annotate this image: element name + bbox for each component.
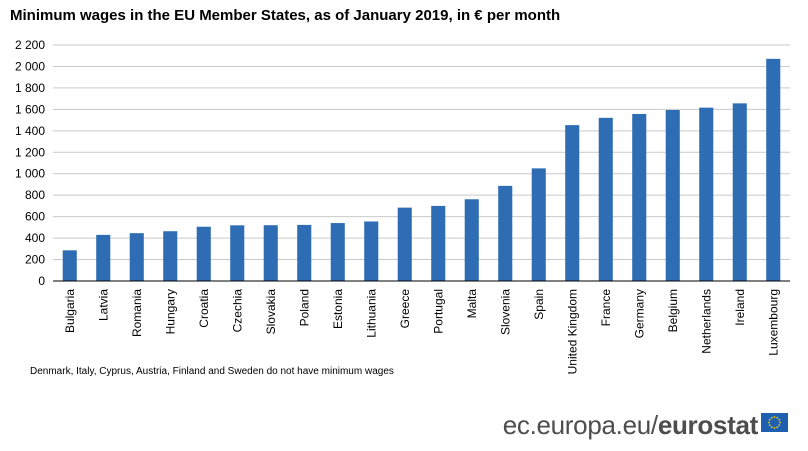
x-tick-label: Netherlands xyxy=(699,289,713,354)
x-tick-label: Slovenia xyxy=(498,289,512,335)
x-tick-label: Poland xyxy=(297,289,311,326)
x-tick-label: Hungary xyxy=(163,289,177,334)
x-tick-label: Germany xyxy=(632,289,646,338)
x-tick-label: United Kingdom xyxy=(565,289,579,374)
x-tick-label: Malta xyxy=(465,289,479,319)
flag-star xyxy=(768,424,771,427)
flag-star xyxy=(768,421,770,424)
y-tick-label: 0 xyxy=(38,274,45,288)
flag-star xyxy=(778,418,781,421)
y-tick-label: 2 000 xyxy=(15,59,45,73)
x-tick-label: Lithuania xyxy=(364,289,378,338)
bar-france xyxy=(598,117,613,281)
x-tick-label: Romania xyxy=(130,289,144,337)
bar-romania xyxy=(129,233,144,281)
flag-star xyxy=(779,421,781,424)
bar-slovenia xyxy=(498,185,513,281)
flag-star xyxy=(773,427,776,429)
bar-spain xyxy=(531,168,546,281)
flag-star xyxy=(770,416,773,419)
x-tick-label: Ireland xyxy=(733,289,747,326)
x-tick-label: Luxembourg xyxy=(766,289,780,356)
x-tick-label: Bulgaria xyxy=(63,289,77,333)
flag-star xyxy=(773,416,776,418)
y-tick-label: 800 xyxy=(25,188,45,202)
bar-czechia xyxy=(230,225,245,281)
bar-ireland xyxy=(732,103,747,282)
footer-brand-text: eurostat xyxy=(657,410,758,440)
bar-united-kingdom xyxy=(565,125,580,282)
y-tick-label: 1 200 xyxy=(15,145,45,159)
x-tick-label: Portugal xyxy=(431,289,445,334)
x-axis-tick-labels: Bulgaria Latvia Romania Hungary Croatia Czech… xyxy=(63,289,781,375)
y-tick-label: 200 xyxy=(25,253,45,267)
bar-germany xyxy=(632,113,647,281)
bar-estonia xyxy=(330,223,345,281)
y-axis-tick-labels: 0 200 400 600 800 1 000 1 200 1 400 1 600 1 800 2 … xyxy=(15,38,45,288)
bars xyxy=(62,58,781,282)
bar-luxembourg xyxy=(766,58,781,281)
x-tick-label: Croatia xyxy=(197,289,211,328)
eu-flag-icon xyxy=(761,413,788,432)
eurostat-footer[interactable]: ec.europa.eu/eurostat xyxy=(502,410,759,441)
bar-hungary xyxy=(163,231,178,281)
y-tick-label: 1 000 xyxy=(15,167,45,181)
flag-star xyxy=(770,426,773,429)
bar-latvia xyxy=(96,234,111,281)
chart-title: Minimum wages in the EU Member States, a… xyxy=(10,7,561,24)
x-tick-label: Estonia xyxy=(331,289,345,329)
bar-poland xyxy=(297,224,312,281)
y-tick-label: 2 200 xyxy=(15,38,45,52)
x-tick-label: Slovakia xyxy=(264,289,278,335)
y-tick-label: 400 xyxy=(25,231,45,245)
y-tick-label: 1 400 xyxy=(15,124,45,138)
flag-star xyxy=(778,424,781,427)
bar-slovakia xyxy=(263,225,278,281)
bar-malta xyxy=(464,199,479,281)
x-tick-label: Latvia xyxy=(96,289,110,321)
bar-belgium xyxy=(665,110,680,282)
x-tick-label: Czechia xyxy=(230,289,244,333)
y-tick-label: 600 xyxy=(25,210,45,224)
flag-star xyxy=(768,418,771,421)
bar-bulgaria xyxy=(62,250,77,281)
bar-portugal xyxy=(431,205,446,281)
bar-lithuania xyxy=(364,221,379,281)
bar-croatia xyxy=(196,226,211,281)
x-tick-label: France xyxy=(599,289,613,327)
x-tick-label: Spain xyxy=(532,289,546,320)
flag-star xyxy=(776,416,779,419)
footer-site-text: ec.europa.eu/ xyxy=(502,410,658,440)
flag-star xyxy=(776,426,779,429)
y-tick-label: 1 600 xyxy=(15,102,45,116)
x-tick-label: Belgium xyxy=(666,289,680,332)
bar-greece xyxy=(397,207,412,281)
chart-footnote: Denmark, Italy, Cyprus, Austria, Finland… xyxy=(30,366,394,377)
y-tick-label: 1 800 xyxy=(15,81,45,95)
bar-netherlands xyxy=(699,107,714,281)
x-tick-label: Greece xyxy=(398,289,412,329)
